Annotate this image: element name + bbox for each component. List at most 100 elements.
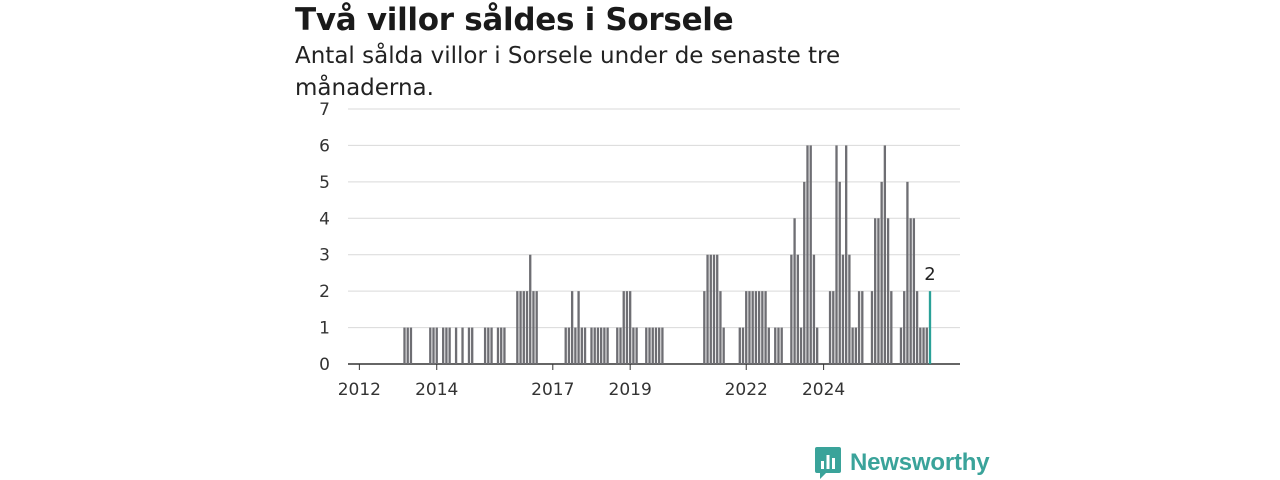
bar-latest [928, 291, 932, 364]
bar [590, 327, 593, 364]
y-tick-label: 4 [319, 209, 330, 229]
bar [851, 327, 854, 364]
bar [774, 327, 777, 364]
bar [564, 327, 567, 364]
bar [880, 181, 883, 364]
bar [409, 327, 413, 364]
bar [603, 327, 606, 364]
bar [712, 254, 716, 364]
bar [619, 327, 622, 364]
bar [429, 327, 432, 364]
bar [754, 291, 758, 364]
y-tick-label: 0 [319, 355, 330, 375]
bar [915, 291, 919, 364]
bar [925, 327, 928, 364]
bar [809, 145, 812, 364]
bar [645, 327, 648, 364]
bar [661, 327, 664, 364]
bar [635, 327, 638, 364]
bar [841, 254, 845, 364]
bar [487, 327, 490, 364]
bar [741, 327, 745, 364]
bar [745, 291, 748, 364]
newsworthy-logo-icon [815, 447, 841, 479]
bar [532, 291, 535, 364]
bar [629, 291, 632, 364]
bar [748, 291, 751, 364]
bar [764, 291, 767, 364]
bar [583, 327, 587, 364]
y-axis-ticks: 0 1 2 3 4 5 6 7 [319, 100, 330, 375]
bar [442, 327, 445, 364]
bar [790, 254, 793, 364]
bar [567, 327, 571, 364]
bar [574, 327, 577, 364]
bar [806, 145, 809, 364]
bar [816, 327, 819, 364]
bar [448, 327, 451, 364]
bar [600, 327, 603, 364]
bar [529, 254, 532, 364]
x-tick-label: 2024 [802, 380, 845, 400]
bar [654, 327, 658, 364]
bar [848, 254, 851, 364]
bar [757, 291, 761, 364]
bar [883, 145, 887, 364]
bar [622, 291, 625, 364]
bar [525, 291, 529, 364]
bar [719, 291, 722, 364]
bar [535, 291, 538, 364]
bar [596, 327, 600, 364]
bar [625, 291, 629, 364]
bar [706, 254, 709, 364]
bar [803, 181, 806, 364]
bar [877, 218, 880, 364]
bar [445, 327, 448, 364]
x-tick-label: 2014 [415, 380, 458, 400]
chart-title: Två villor såldes i Sorsele [295, 2, 734, 38]
bar [751, 291, 754, 364]
chart-subtitle: Antal sålda villor i Sorsele under de se… [295, 43, 841, 101]
bar [909, 218, 912, 364]
gridlines [348, 108, 960, 365]
y-tick-label: 7 [319, 100, 330, 120]
latest-value-label: 2 [924, 264, 935, 285]
bar [922, 327, 925, 364]
bars [403, 145, 932, 364]
bar [703, 291, 706, 364]
bar [890, 291, 893, 364]
bar [828, 291, 832, 364]
x-tick-label: 2022 [725, 380, 768, 400]
x-tick-label: 2017 [531, 380, 574, 400]
bar [796, 254, 799, 364]
bar [496, 327, 500, 364]
bar [461, 327, 464, 364]
bar [435, 327, 438, 364]
bar [812, 254, 816, 364]
bar [648, 327, 651, 364]
x-tick-label: 2019 [609, 380, 652, 400]
bar [500, 327, 503, 364]
bar [606, 327, 609, 364]
bar [570, 291, 574, 364]
bar [432, 327, 435, 364]
bar [738, 327, 741, 364]
y-tick-label: 3 [319, 246, 330, 266]
bar [767, 327, 770, 364]
bar-chart: 0 1 2 3 4 5 6 7 2012 2014 2017 2019 2022 2024 2 [319, 100, 960, 400]
bar [919, 327, 922, 364]
bar [651, 327, 654, 364]
bar [403, 327, 406, 364]
bar [577, 291, 580, 364]
bar [912, 218, 916, 364]
bar [519, 291, 522, 364]
bar [716, 254, 719, 364]
y-tick-label: 1 [319, 319, 330, 339]
bar [593, 327, 596, 364]
bar [616, 327, 619, 364]
brand-name: Newsworthy [850, 449, 990, 476]
bar [467, 327, 471, 364]
bar [903, 291, 906, 364]
bar [780, 327, 783, 364]
bar [406, 327, 409, 364]
